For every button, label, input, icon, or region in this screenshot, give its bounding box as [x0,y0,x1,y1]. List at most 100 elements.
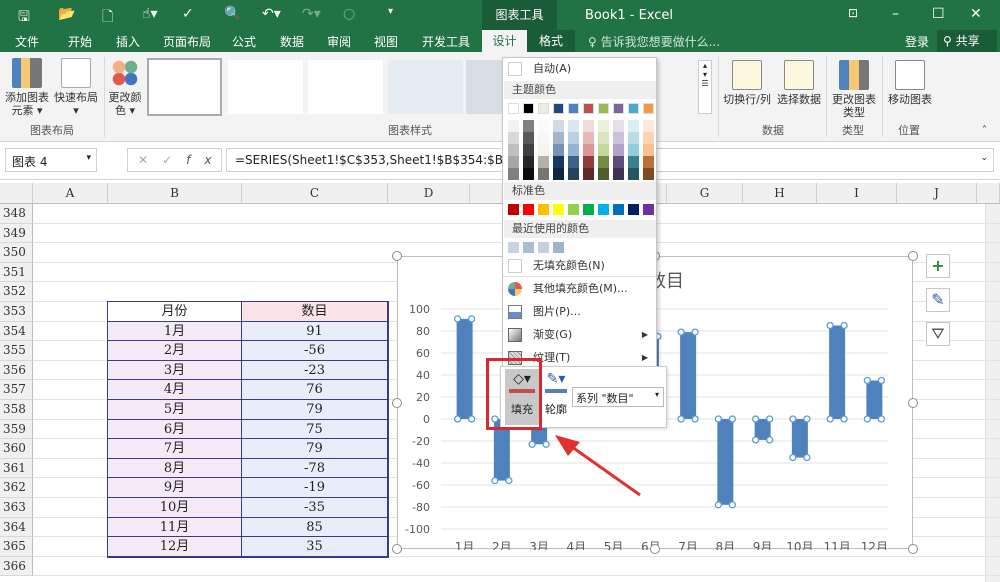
theme-shade-swatch[interactable] [508,168,519,180]
chart-filters-button[interactable]: ⛛ [926,322,950,346]
tab-data[interactable]: 数据 [280,35,305,49]
chart-style-2[interactable] [228,60,303,114]
theme-shade-swatch[interactable] [643,132,654,144]
theme-shade-swatch[interactable] [568,120,579,132]
theme-shade-swatch[interactable] [553,144,564,156]
column-header-i[interactable]: I [817,183,897,204]
tab-format[interactable]: 格式 [527,30,575,52]
resize-handle[interactable] [908,544,918,554]
theme-shade-swatch[interactable] [583,156,594,168]
tab-review[interactable]: 审阅 [327,35,352,49]
table-cell-month[interactable]: 12月 [108,537,242,557]
bar[interactable] [456,318,473,419]
column-header-b[interactable]: B [108,183,242,204]
save-icon[interactable]: 🖫 [18,9,30,25]
theme-shade-swatch[interactable] [538,144,549,156]
tab-view[interactable]: 视图 [374,35,399,49]
chart-style-1[interactable] [147,58,222,116]
theme-shade-swatch[interactable] [613,168,624,180]
table-cell-month[interactable]: 7月 [108,439,242,459]
standard-swatch[interactable] [538,204,549,215]
theme-shade-swatch[interactable] [508,132,519,144]
resize-handle[interactable] [392,544,402,554]
standard-swatch[interactable] [553,204,564,215]
standard-swatch[interactable] [508,204,519,215]
theme-shade-swatch[interactable] [568,156,579,168]
table-cell-month[interactable]: 6月 [108,419,242,440]
chart-elements-button[interactable]: + [926,254,950,278]
theme-shade-swatch[interactable] [643,168,654,180]
recent-swatch[interactable] [553,242,564,253]
tab-home[interactable]: 开始 [68,35,93,49]
row-header[interactable]: 356 [0,360,33,381]
chart-style-4[interactable] [388,60,463,114]
table-cell-count[interactable]: 35 [242,537,388,557]
theme-shade-swatch[interactable] [628,168,639,180]
switch-row-column-button[interactable]: 切换行/列 [722,60,772,106]
spelling-icon[interactable]: ✓ [182,6,194,22]
table-cell-count[interactable]: 79 [242,439,388,459]
outline-button[interactable]: ✎▾ 轮廓 [541,369,571,425]
table-cell-count[interactable]: -23 [242,360,388,381]
theme-shade-swatch[interactable] [598,156,609,168]
row-header[interactable]: 355 [0,341,33,361]
resize-handle[interactable] [908,398,918,408]
collapse-ribbon-icon[interactable]: ˄ [982,125,987,136]
theme-shade-swatch[interactable] [508,156,519,168]
maximize-button[interactable]: ☐ [932,6,945,22]
customize-qat-icon[interactable]: ▾ [388,6,394,17]
theme-shade-swatch[interactable] [553,168,564,180]
theme-shade-swatch[interactable] [613,132,624,144]
column-header-g[interactable]: G [667,183,743,204]
theme-shade-swatch[interactable] [538,120,549,132]
chart-style-5[interactable] [466,60,502,114]
bar[interactable] [680,332,697,419]
standard-swatch[interactable] [568,204,579,215]
column-header-c[interactable]: C [242,183,388,204]
standard-swatch[interactable] [643,204,654,215]
bar[interactable] [866,380,883,420]
theme-shade-swatch[interactable] [583,120,594,132]
theme-shade-swatch[interactable] [508,120,519,132]
row-header[interactable]: 366 [0,556,33,577]
table-cell-count[interactable]: 79 [242,400,388,420]
select-data-button[interactable]: 选择数据 [774,60,824,106]
resize-handle[interactable] [392,251,402,261]
no-fill-item[interactable]: 无填充颜色(N) [503,255,656,277]
row-header[interactable]: 357 [0,380,33,400]
new-file-icon[interactable]: 🗋 [102,9,114,25]
table-cell-count[interactable]: -35 [242,498,388,518]
standard-swatch[interactable] [598,204,609,215]
row-header[interactable]: 351 [0,262,33,283]
bar[interactable] [493,419,510,481]
theme-shade-swatch[interactable] [553,132,564,144]
tab-insert[interactable]: 插入 [116,35,141,49]
theme-shade-swatch[interactable] [613,144,624,156]
theme-swatch[interactable] [538,103,549,114]
row-header[interactable]: 358 [0,400,33,420]
theme-shade-swatch[interactable] [538,156,549,168]
resize-handle[interactable] [392,398,402,408]
expand-formula-icon[interactable]: ⌄ [980,153,988,163]
table-cell-month[interactable]: 5月 [108,400,242,420]
table-cell-count[interactable]: -19 [242,478,388,498]
change-chart-type-button[interactable]: 更改图表类型 [830,60,878,119]
row-header[interactable]: 349 [0,223,33,244]
row-header[interactable]: 365 [0,537,33,557]
bar[interactable] [754,419,771,440]
standard-swatch[interactable] [523,204,534,215]
theme-shade-swatch[interactable] [598,168,609,180]
table-header-count[interactable]: 数目 [242,302,388,322]
theme-shade-swatch[interactable] [628,156,639,168]
styles-scroll[interactable]: ▴ ▾ ☰ [698,60,712,114]
recent-swatch[interactable] [538,242,549,253]
table-header-month[interactable]: 月份 [108,302,242,322]
table-cell-count[interactable]: 75 [242,419,388,440]
row-header[interactable]: 359 [0,419,33,440]
minimize-button[interactable]: – [892,6,899,22]
row-header[interactable]: 348 [0,204,33,224]
column-header-k[interactable] [977,183,1000,204]
tab-file[interactable]: 文件 [15,35,40,49]
print-preview-icon[interactable]: 🔍 [224,6,242,22]
row-header[interactable]: 354 [0,321,33,342]
